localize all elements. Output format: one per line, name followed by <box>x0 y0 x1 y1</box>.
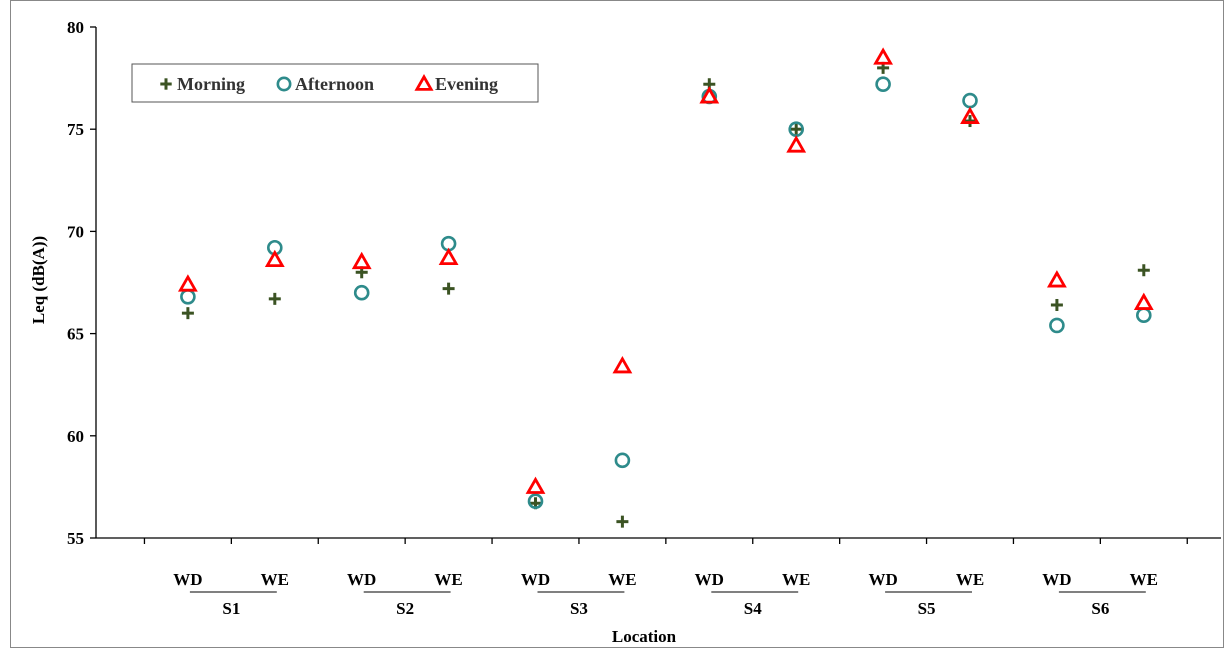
x-group-label: S1 <box>222 599 240 618</box>
legend-box <box>131 63 539 103</box>
y-tick-label: 70 <box>67 222 84 241</box>
y-tick-label: 60 <box>67 427 84 446</box>
morning-point <box>964 115 976 128</box>
afternoon-point <box>353 284 370 301</box>
morning-point <box>181 307 194 320</box>
axes-layer: 55 60 65 70 75 80 WD WE WD WE WD WE WD WE WD WE WD WE S1 S2… <box>67 18 1221 618</box>
x-category-label: WD <box>347 570 376 589</box>
morning-point <box>442 282 455 295</box>
y-tick-label: 55 <box>67 529 84 548</box>
evening-point <box>438 247 459 265</box>
x-axis-title: Location <box>612 627 677 646</box>
x-group-label: S3 <box>570 599 588 618</box>
y-tick-label: 80 <box>67 18 84 37</box>
evening-point <box>525 476 546 494</box>
x-category-label: WE <box>434 570 462 589</box>
evening-point <box>873 47 894 65</box>
legend-afternoon-marker <box>276 76 292 92</box>
x-category-label: WE <box>608 570 636 589</box>
evening-point <box>612 355 633 374</box>
evening-point <box>177 274 198 292</box>
x-category-label: WE <box>261 570 289 589</box>
x-category-label: WD <box>173 570 202 589</box>
x-category-label: WD <box>695 570 724 589</box>
morning-point <box>616 515 629 528</box>
legend: Morning Afternoon Evening <box>131 63 539 103</box>
x-category-label: WE <box>956 570 984 589</box>
evening-point <box>1046 270 1067 288</box>
evening-point <box>264 249 285 268</box>
legend-label: Evening <box>435 74 498 94</box>
x-group-label: S5 <box>918 599 936 618</box>
evening-point <box>351 251 372 270</box>
x-category-label: WE <box>1130 570 1158 589</box>
x-category-label: WE <box>782 570 810 589</box>
afternoon-point <box>527 493 544 510</box>
x-group-label: S4 <box>744 599 762 618</box>
legend-evening-marker <box>414 74 434 91</box>
afternoon-point <box>1049 317 1065 334</box>
x-category-label: WD <box>521 570 550 589</box>
legend-label: Morning <box>177 74 245 94</box>
marks-layer <box>177 47 1154 528</box>
afternoon-point <box>875 76 891 93</box>
evening-point <box>1133 292 1154 310</box>
y-tick-label: 75 <box>67 120 84 139</box>
x-category-label: WD <box>1042 570 1071 589</box>
morning-point <box>268 292 281 305</box>
y-tick-label: 65 <box>67 325 84 344</box>
chart-frame <box>10 0 1224 648</box>
legend-label: Afternoon <box>295 74 374 94</box>
y-axis-title: Leq (dB(A)) <box>29 236 48 324</box>
x-group-label: S2 <box>396 599 414 618</box>
morning-point <box>790 123 803 136</box>
x-group-label: S6 <box>1091 599 1109 618</box>
legend-morning-marker <box>160 78 172 90</box>
evening-point <box>786 135 807 153</box>
x-category-label: WD <box>868 570 897 589</box>
morning-point <box>1137 264 1150 277</box>
evening-point <box>960 106 980 124</box>
evening-point <box>699 86 720 104</box>
morning-point <box>1050 298 1063 311</box>
afternoon-point <box>614 452 631 469</box>
